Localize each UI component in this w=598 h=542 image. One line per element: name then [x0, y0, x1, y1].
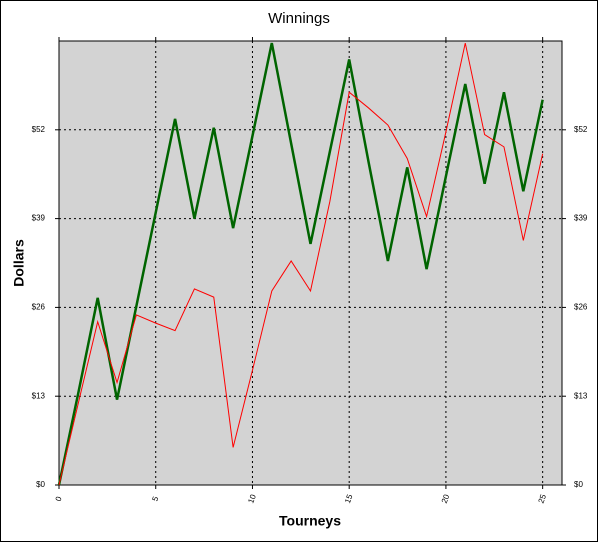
y2-tick-label: $26: [574, 303, 588, 312]
y-tick-label: $0: [36, 480, 45, 489]
y2-tick-label: $13: [574, 391, 588, 400]
y-tick-label: $13: [32, 391, 46, 400]
x-tick-label: 20: [440, 493, 452, 505]
y2-tick-label: $0: [574, 480, 583, 489]
y-tick-label: $52: [32, 125, 46, 134]
y2-tick-label: $52: [574, 125, 588, 134]
x-tick-label: 15: [343, 493, 355, 505]
x-axis-label: Tourneys: [279, 513, 341, 529]
chart-title: Winnings: [268, 10, 330, 27]
line-series: [57, 42, 544, 486]
y-axis-label: Dollars: [11, 239, 27, 287]
x-tick-label: 25: [537, 493, 549, 505]
y-tick-label: $26: [32, 303, 46, 312]
x-tick-label: 0: [54, 495, 64, 503]
x-tick-label: 10: [246, 493, 258, 505]
line-series: [58, 42, 544, 486]
y2-tick-label: $39: [574, 214, 588, 223]
plot-area: [58, 40, 563, 486]
y-tick-label: $39: [32, 214, 46, 223]
x-tick-label: 5: [150, 495, 160, 503]
